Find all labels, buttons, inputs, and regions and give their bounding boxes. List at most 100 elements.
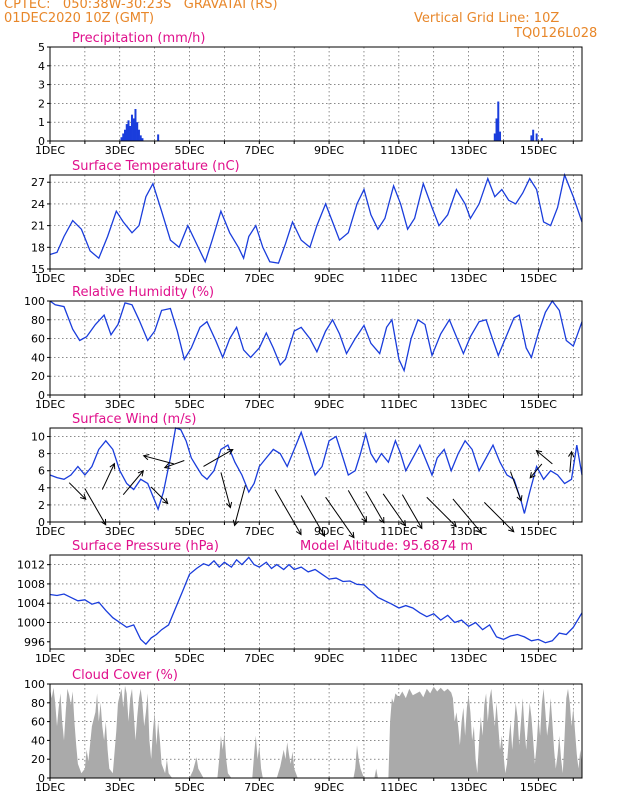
wind-arrow-head <box>516 495 523 502</box>
wind-y-tick-label: 8 <box>38 448 45 461</box>
temperature-x-tick-label: 9DEC <box>314 272 344 285</box>
humidity-y-tick-label: 60 <box>31 333 45 346</box>
precipitation-bar <box>141 138 144 141</box>
wind-arrow <box>452 498 483 534</box>
pressure-y-tick-label: 1008 <box>17 578 45 591</box>
cloud-cover-y-tick-label: 80 <box>31 697 45 710</box>
temperature-x-tick-label: 1DEC <box>35 272 65 285</box>
cloud-cover-x-tick-label: 9DEC <box>314 781 344 794</box>
humidity-y-tick-label: 0 <box>38 389 45 402</box>
wind-arrow <box>203 449 234 467</box>
wind-arrow-head <box>80 493 87 500</box>
wind-arrow-shaft <box>274 489 302 535</box>
wind-arrow <box>529 463 543 479</box>
precipitation-bar <box>132 118 135 141</box>
wind-arrow <box>150 486 169 505</box>
humidity-series-line <box>49 299 583 373</box>
wind-y-tick-label: 6 <box>38 465 45 478</box>
pressure-y-tick-label: 1012 <box>17 559 45 572</box>
precipitation-frame <box>49 46 583 142</box>
wind-arrow-head <box>319 530 326 537</box>
cloud-cover-x-tick-label: 15DEC <box>520 781 557 794</box>
wind-arrow-head <box>100 518 107 526</box>
wind-arrow-shaft <box>569 451 573 473</box>
humidity-y-tick-label: 40 <box>31 351 45 364</box>
humidity-x-tick-label: 5DEC <box>174 398 204 411</box>
precipitation-bar <box>157 134 160 141</box>
wind-arrow-head <box>162 497 169 505</box>
temperature-x-tick-label: 5DEC <box>174 272 204 285</box>
wind-series-line <box>49 427 583 514</box>
temperature-y-tick-label: 21 <box>31 220 45 233</box>
precipitation-bar <box>493 133 496 141</box>
temperature-y-tick-label: 24 <box>31 198 45 211</box>
precipitation-x-tick-label: 7DEC <box>244 144 274 157</box>
temperature-x-tick-label: 13DEC <box>450 272 487 285</box>
precipitation-bar <box>532 129 535 141</box>
precipitation-bar <box>130 114 133 141</box>
cloud-cover-x-tick-label: 13DEC <box>450 781 487 794</box>
wind-arrow-shaft <box>529 463 543 479</box>
wind-arrow-shaft <box>150 486 169 504</box>
wind-arrow-shaft <box>347 490 367 523</box>
wind-arrow-head <box>378 516 385 524</box>
cloud-cover-area <box>50 685 582 778</box>
wind-x-tick-label: 9DEC <box>314 525 344 538</box>
wind-arrow-head <box>142 454 150 461</box>
wind-x-tick-label: 1DEC <box>35 525 65 538</box>
wind-arrow-shaft <box>68 482 87 500</box>
pressure-x-tick-label: 5DEC <box>174 652 204 665</box>
precipitation-y-tick-label: 4 <box>38 60 45 73</box>
wind-arrow <box>483 501 515 533</box>
pressure-frame <box>49 554 583 650</box>
temperature-series-line <box>49 172 583 264</box>
wind-arrow-head <box>529 472 536 479</box>
humidity-x-tick-label: 13DEC <box>450 398 487 411</box>
wind-y-tick-label: 2 <box>38 499 45 512</box>
wind-arrow-shaft <box>84 488 107 525</box>
precipitation-title: Precipitation (mm/h) <box>72 31 205 46</box>
cloud-cover-x-tick-label: 11DEC <box>380 781 417 794</box>
humidity-x-tick-label: 9DEC <box>314 398 344 411</box>
header-location: CPTEC: 050:38W-30:23S GRAVATAI (RS) <box>4 0 278 12</box>
wind-arrow-shaft <box>483 501 515 533</box>
wind-arrow-head <box>109 462 116 470</box>
humidity-y-tick-label: 80 <box>31 314 45 327</box>
wind-arrow <box>142 454 174 465</box>
cloud-cover-x-tick-label: 1DEC <box>35 781 65 794</box>
temperature-x-tick-label: 11DEC <box>380 272 417 285</box>
wind-arrow-head <box>450 520 457 528</box>
wind-arrow-head <box>535 449 543 457</box>
wind-arrow <box>325 496 355 539</box>
humidity-frame <box>49 300 583 396</box>
pressure-x-tick-label: 9DEC <box>314 652 344 665</box>
precipitation-bar <box>137 129 140 141</box>
temperature-x-tick-label: 3DEC <box>105 272 135 285</box>
wind-x-tick-label: 5DEC <box>174 525 204 538</box>
wind-arrow <box>163 460 185 469</box>
wind-arrow <box>510 471 523 502</box>
wind-arrow-shaft <box>365 490 385 524</box>
humidity-title: Relative Humidity (%) <box>72 285 214 300</box>
wind-x-tick-label: 13DEC <box>450 525 487 538</box>
temperature-y-tick-label: 15 <box>31 263 45 276</box>
precipitation-bar <box>124 129 127 141</box>
wind-arrow-head <box>475 527 483 534</box>
wind-arrow-head <box>508 526 515 533</box>
humidity-y-tick-label: 100 <box>24 295 45 308</box>
precipitation-y-tick-label: 3 <box>38 79 45 92</box>
temperature-title: Surface Temperature (nC) <box>72 159 240 174</box>
precipitation-bar <box>120 137 123 141</box>
humidity-y-tick-label: 20 <box>31 370 45 383</box>
temperature-x-tick-label: 15DEC <box>520 272 557 285</box>
wind-arrow-shaft <box>143 455 174 465</box>
wind-arrow-shaft <box>220 472 231 508</box>
pressure-series-line <box>49 556 583 646</box>
cloud-cover-y-tick-label: 0 <box>38 772 45 785</box>
cloud-cover-y-tick-label: 40 <box>31 734 45 747</box>
wind-arrow <box>382 493 407 527</box>
precipitation-bar <box>530 135 533 141</box>
precipitation-x-tick-label: 1DEC <box>35 144 65 157</box>
wind-arrow <box>68 482 87 500</box>
